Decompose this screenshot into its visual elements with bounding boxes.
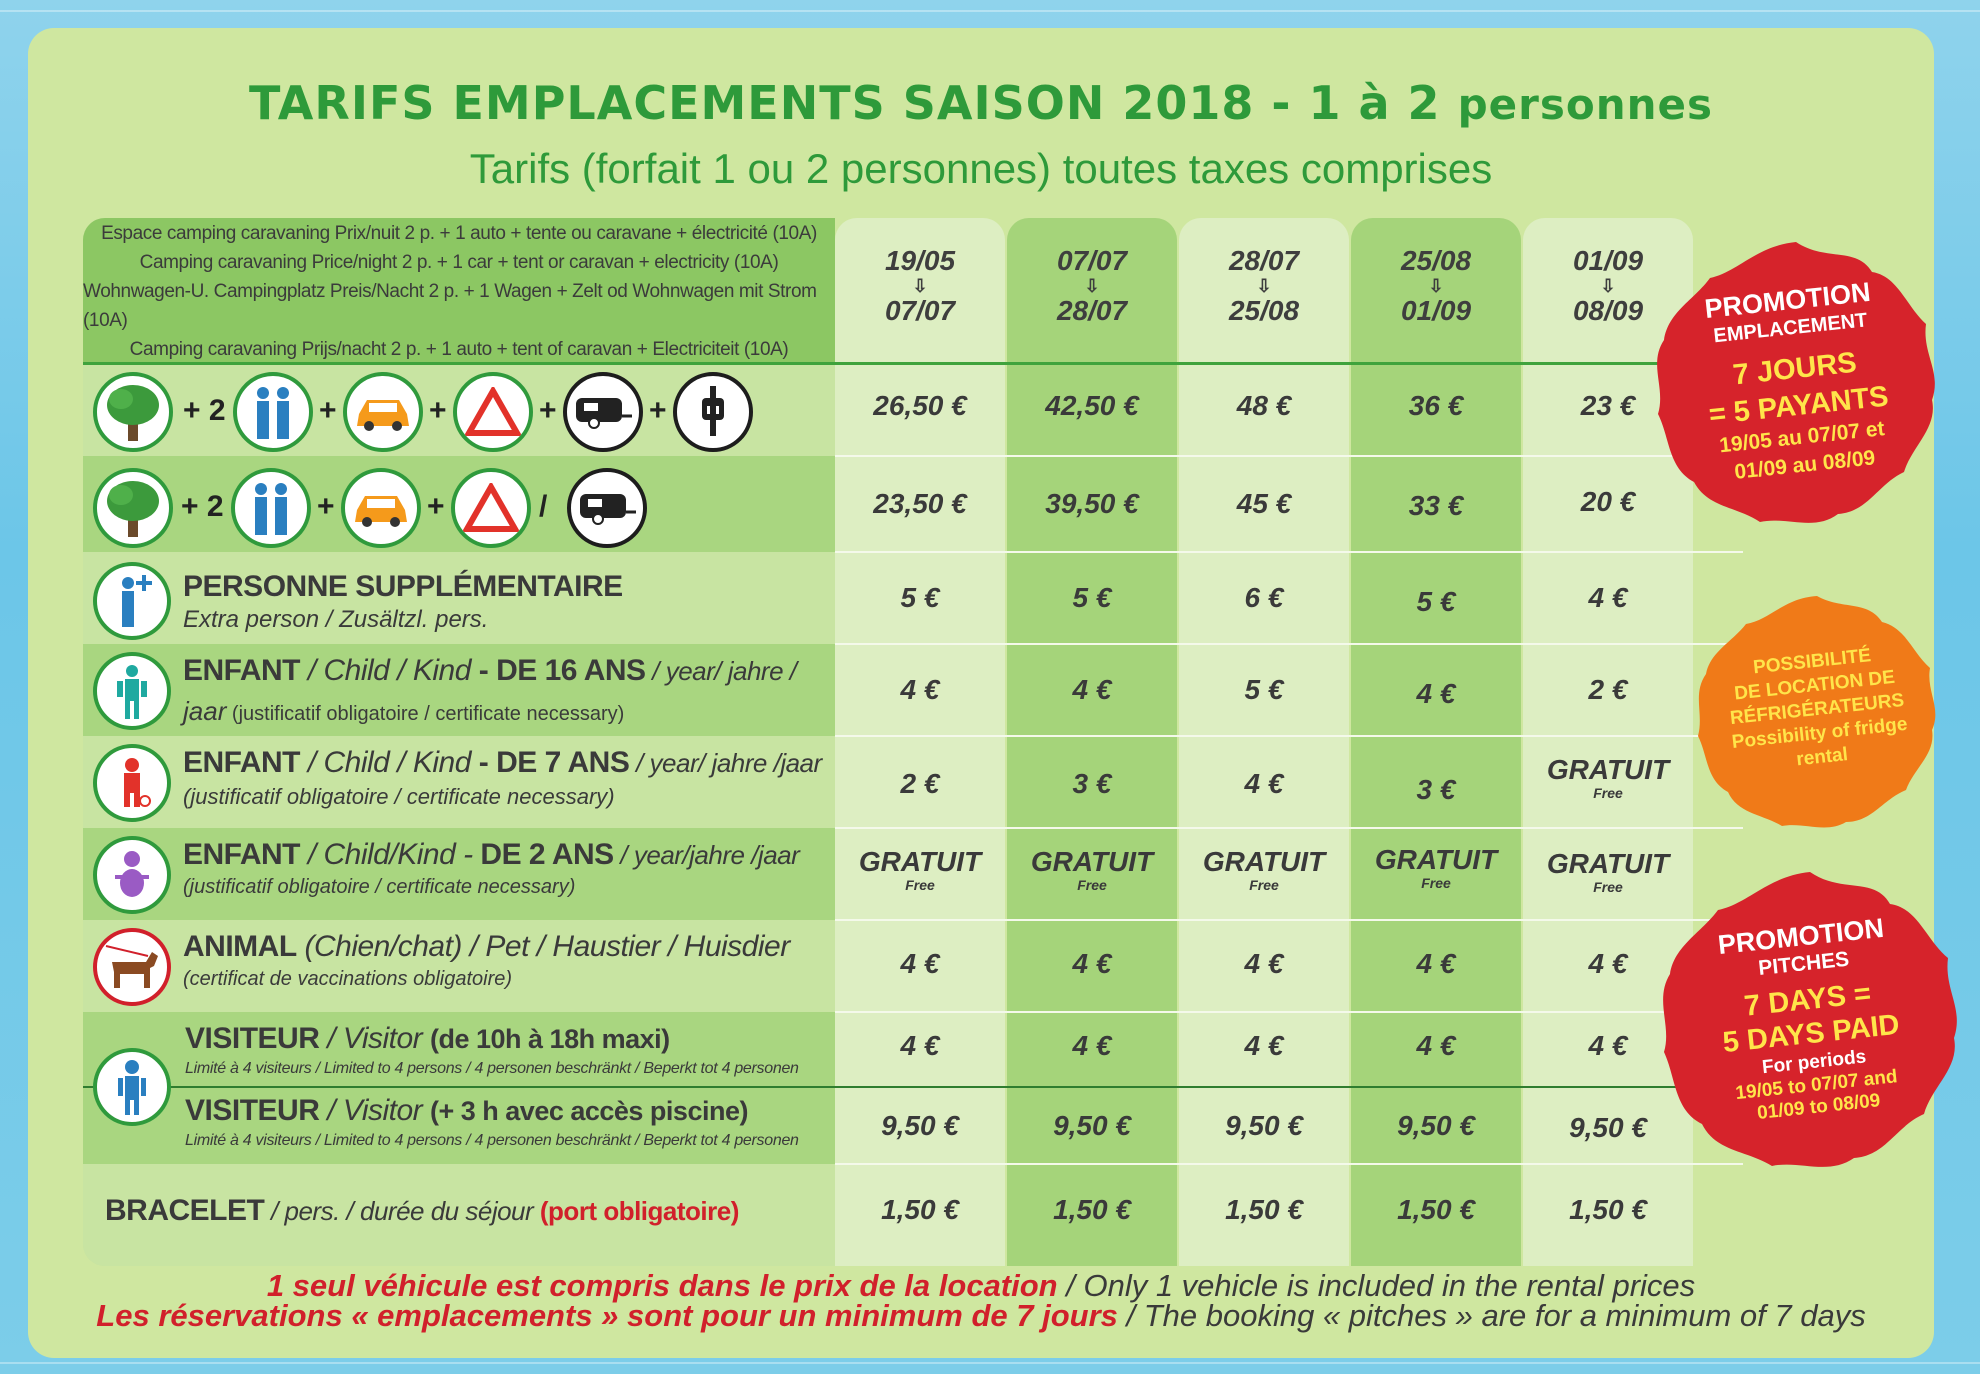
price-table: Espace camping caravaning Prix/nuit 2 p.…	[83, 218, 1743, 1266]
car-icon	[343, 372, 423, 452]
period-header-3: 28/07 ⇩ 25/08	[1228, 245, 1300, 326]
header-desc-en: Camping caravaning Price/night 2 p. + 1 …	[139, 251, 779, 273]
price-pitch-p1: 23,50 €	[873, 488, 967, 519]
baby-icon	[93, 836, 171, 914]
price-pitch-p2: 39,50 €	[1045, 488, 1139, 519]
period-column-1	[835, 218, 1005, 1266]
header-description: Espace camping caravaning Prix/nuit 2 p.…	[83, 218, 835, 364]
price-pitch-elec-p5: 23 €	[1580, 390, 1636, 421]
caravan-icon	[567, 468, 647, 548]
price-pitch-elec-p3: 48 €	[1236, 390, 1292, 421]
tariff-card: TARIFS EMPLACEMENTS SAISON 2018 - 1 à 2 …	[28, 28, 1934, 1358]
dog-icon	[93, 928, 171, 1006]
person-plus-icon	[93, 562, 171, 640]
price-pitch-p3: 45 €	[1236, 488, 1292, 519]
price-pitch-elec-p4: 36 €	[1408, 390, 1464, 421]
promo-badge-fr: PROMOTION EMPLACEMENT 7 JOURS = 5 PAYANT…	[1646, 232, 1946, 532]
car-icon	[341, 468, 421, 548]
period-header-5: 01/09 ⇩ 08/09	[1572, 245, 1644, 326]
header-desc-de: Wohnwagen-U. Campingplatz Preis/Nacht 2 …	[83, 280, 817, 331]
tree-icon	[93, 468, 173, 548]
period-header-1: 19/05 ⇩ 07/07	[884, 245, 956, 326]
period-header-4: 25/08 ⇩ 01/09	[1400, 245, 1472, 326]
page-subtitle: Tarifs (forfait 1 ou 2 personnes) toutes…	[469, 145, 1493, 192]
header-desc-nl: Camping caravaning Prijs/nacht 2 p. + 1 …	[129, 338, 789, 360]
price-child7-p5: GRATUIT Free	[1546, 754, 1670, 801]
caravan-icon	[563, 372, 643, 452]
price-pitch-elec-p2: 42,50 €	[1045, 390, 1139, 421]
fridge-badge: POSSIBILITÉ DE LOCATION DE RÉFRIGÉRATEUR…	[1692, 590, 1942, 830]
price-pitch-elec-p1: 26,50 €	[873, 390, 967, 421]
price-pitch-p4: 33 €	[1408, 490, 1464, 521]
couple-icon	[231, 468, 311, 548]
teen-icon	[93, 652, 171, 730]
price-pitch-p5: 20 €	[1580, 486, 1636, 517]
page-title: TARIFS EMPLACEMENTS SAISON 2018 - 1 à 2 …	[249, 76, 1713, 130]
tent-icon	[451, 468, 531, 548]
visitor-icon	[93, 1048, 171, 1126]
period-column-3	[1179, 218, 1349, 1266]
promo-badge-en: PROMOTION PITCHES 7 DAYS = 5 DAYS PAID F…	[1652, 862, 1968, 1178]
couple-icon	[233, 372, 313, 452]
tent-icon	[453, 372, 533, 452]
footer-line-2: Les réservations « emplacements » sont p…	[96, 1298, 1866, 1333]
period-column-4	[1351, 218, 1521, 1266]
header-desc-fr: Espace camping caravaning Prix/nuit 2 p.…	[101, 222, 817, 244]
tree-icon	[93, 372, 173, 452]
child-icon	[93, 744, 171, 822]
period-header-2: 07/07 ⇩ 28/07	[1056, 245, 1128, 326]
period-column-2	[1007, 218, 1177, 1266]
electric-plug-icon	[673, 372, 753, 452]
footer-line-1: 1 seul véhicule est compris dans le prix…	[266, 1268, 1696, 1303]
